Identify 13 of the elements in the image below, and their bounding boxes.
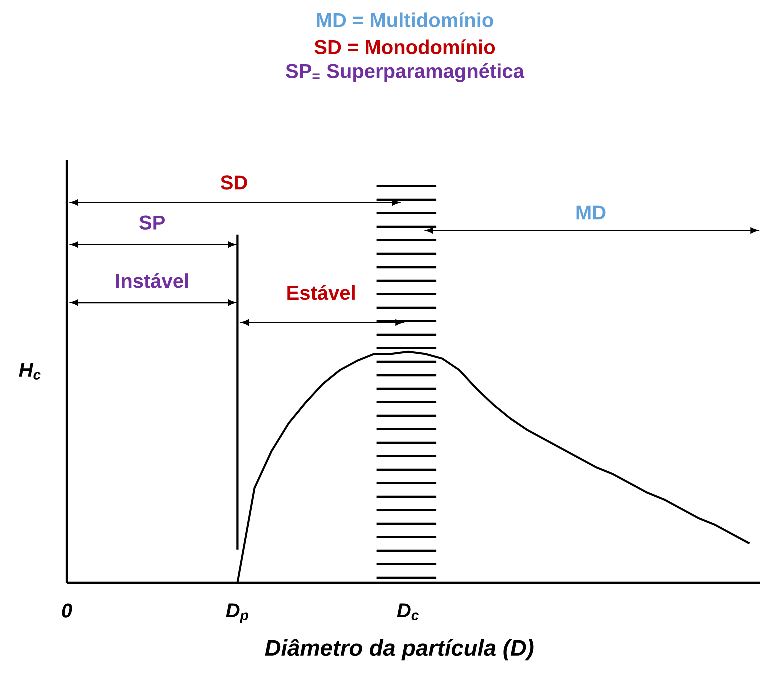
y-axis-title: H$_{c}$ — [19, 363, 41, 380]
text: SP — [140, 216, 166, 230]
text: SD — [220, 176, 248, 190]
text: SD = Monodomínio — [314, 40, 496, 54]
x-tick-label: D$_{c}$ — [397, 604, 419, 620]
x-axis-title: Diâmetro da partícula (D) — [265, 639, 534, 661]
text: SP$_{=}$ Superparamagnética — [286, 64, 525, 82]
text: Instável — [116, 273, 188, 288]
x-tick-label: 0 — [62, 604, 72, 618]
text: Estável — [288, 285, 355, 300]
text: MD = Multidomínio — [317, 12, 494, 28]
x-tick-label: D$_{p}$ — [226, 604, 248, 624]
text: MD — [576, 206, 606, 220]
